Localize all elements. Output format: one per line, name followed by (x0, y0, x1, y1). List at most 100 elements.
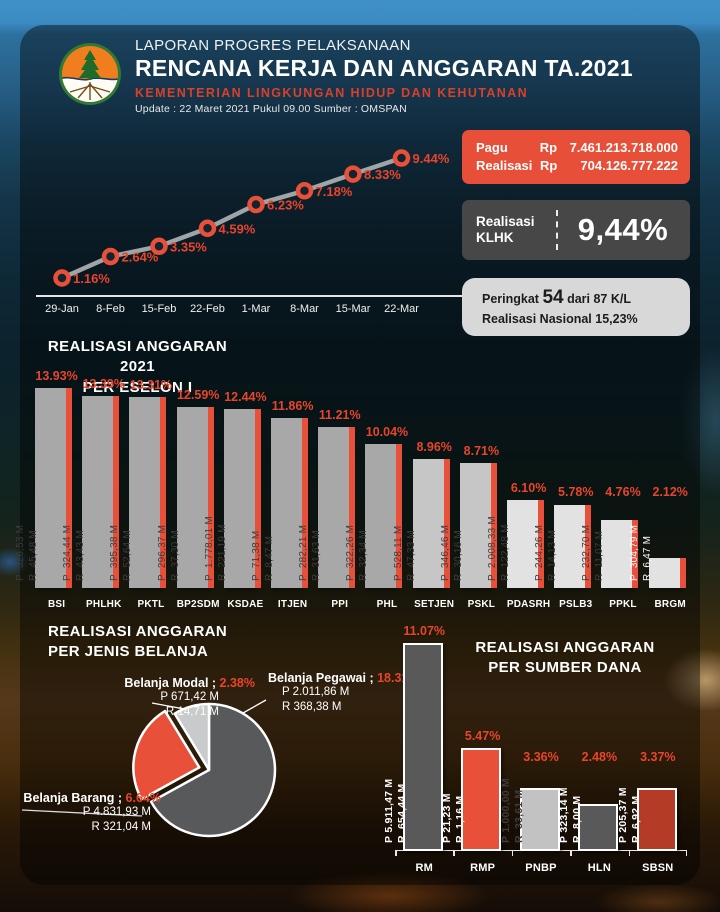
sumber-axis-tick (395, 851, 397, 856)
peringkat-box: Peringkat 54 dari 87 K/L Realisasi Nasio… (462, 278, 690, 336)
eselon-bar-values: P 282,21 M R 31,63 M (298, 524, 322, 581)
eselon-cat-PDASRH: PDASRH (506, 599, 551, 610)
eselon-pct-PHL: 10.04% (365, 424, 409, 439)
eselon-bar-stripe (113, 395, 120, 588)
eselon-pct-PDASRH: 6.10% (510, 481, 547, 496)
sumber-cat-RM: RM (415, 862, 433, 874)
pagu-value: 7.461.213.718.000 (569, 140, 678, 155)
eselon-bar-values: P 395,38 M R 52,64 M (109, 524, 133, 581)
sumber-bar-values: P 1.000,00 M R 33,61 M (499, 778, 525, 843)
eselon-bar-stripe (632, 519, 639, 588)
trend-point (53, 269, 71, 287)
realisasi-currency: Rp (540, 158, 558, 173)
realisasi-row: Realisasi Rp 704.126.777.222 (476, 157, 678, 175)
eselon-bar-SETJEN (412, 459, 444, 588)
eselon-column-KSDAE: P 1.778,01 M R 221,19 M 12.44% KSDAE (204, 350, 269, 612)
eselon-cat-PHLHK: PHLHK (86, 599, 122, 610)
eselon-bar-stripe (585, 505, 592, 588)
eselon-bar-values: P 322,26 M R 32,34 M (345, 524, 369, 581)
eselon-bar-values: P 71,38 M R 8,47 M (251, 530, 275, 581)
eselon-bar-BSI (35, 387, 66, 588)
trend-date-label: 15-Feb (142, 303, 177, 315)
sumber-column-HLN: P 323,14 M R 8,00 M 2.48% HLN (558, 630, 628, 880)
sumber-cat-SBSN: SBSN (642, 862, 674, 874)
eselon-bar-PPKL (601, 519, 633, 588)
eselon-bar-stripe (490, 462, 497, 588)
sumber-cat-PNBP: PNBP (525, 862, 557, 874)
sumber-bar-HLN (578, 804, 619, 851)
eselon-bar-stripe (302, 417, 308, 588)
eselon-bar-values: P 1.778,01 M R 221,19 M (203, 516, 228, 581)
trend-point (295, 182, 314, 200)
trend-point-label: 8.33% (364, 167, 401, 182)
eselon-bar-stripe (679, 557, 686, 588)
realisasi-klhk-percent: 9,44% (577, 212, 669, 247)
realisasi-klhk-label: Realisasi KLHK (476, 213, 535, 245)
jenis-belanja-title: REALISASI ANGGARAN PER JENIS BELANJA (48, 623, 228, 661)
sumber-pct-RM: 11.07% (403, 623, 446, 638)
eselon-bar-values: P 2.008,33 M R 122,48 M (487, 516, 511, 581)
realisasi-nasional-line: Realisasi Nasional 15,23% (482, 312, 638, 326)
eselon-cat-BRGM: BRGM (654, 599, 686, 610)
eselon-bar-values: P 324,44 M R 43,43 M (62, 524, 86, 581)
pagu-realisasi-box: Pagu Rp 7.461.213.718.000 Realisasi Rp 7… (462, 130, 690, 184)
sumber-axis-tick (628, 851, 631, 856)
eselon-bar-values: P 296,37 M R 37,30 M (156, 524, 181, 581)
eselon-bar-values: P 232,70 M R 11,07 M (581, 524, 605, 581)
eselon-bar-stripe (207, 407, 214, 588)
pie-slice-belanja-barang (132, 709, 201, 801)
eselon-pct-PSKL: 8.71% (463, 443, 500, 458)
sumber-pct-PNBP: 3.36% (523, 750, 559, 764)
eselon-cat-BP2SDM: BP2SDM (176, 599, 220, 610)
sumber-axis-tick (453, 851, 455, 856)
eselon-bar-chart: P 326,53 M R 45,48 M 13.93% BSI P 324,44 M … (15, 350, 695, 612)
eselon-pct-PPI: 11.21% (318, 408, 361, 423)
belanja-modal-label: Belanja Modal ; 2.38% P 671,42 M R 14,71… (124, 676, 255, 718)
sumber-dana-bar-chart: P 5.911,47 M R 654,44 M 11.07% RM P 21,23 M… (383, 624, 687, 880)
eselon-pct-BP2SDM: 12.59% (176, 388, 220, 403)
eselon-cat-PKTL: PKTL (137, 599, 165, 610)
eselon-pct-PPKL: 4.76% (605, 485, 641, 499)
trend-point-label: 4.59% (219, 221, 256, 236)
eselon-pct-PSLB3: 5.78% (558, 485, 594, 499)
eselon-pct-SETJEN: 8.96% (416, 440, 452, 455)
eselon-bar-stripe (396, 443, 403, 588)
trend-date-label: 1-Mar (242, 303, 271, 315)
eselon-cat-PPI: PPI (331, 599, 349, 610)
sumber-bar-values: P 21,23 M R 1,16 M (441, 793, 467, 843)
eselon-pct-BRGM: 2.12% (652, 485, 688, 499)
eselon-bar-values: P 244,26 M R 14,13 M (534, 524, 558, 581)
trend-point (198, 219, 217, 238)
sumber-column-RM: P 5.911,47 M R 654,44 M 11.07% RM (383, 624, 453, 880)
eselon-bar-values: P 326,53 M R 45,48 M (15, 524, 39, 581)
eselon-column-PDASRH: P 2.008,33 M R 122,48 M 6.10% PDASRH (487, 350, 552, 612)
pie-slice-belanja-modal (173, 702, 211, 772)
trend-point-label: 1.16% (73, 271, 110, 286)
trend-point (392, 149, 411, 167)
eselon-bar-PSLB3 (554, 505, 586, 588)
trend-point (150, 237, 168, 256)
sumber-axis-tick (570, 851, 572, 856)
klhk-logo-icon (59, 43, 121, 105)
eselon-cat-PPKL: PPKL (609, 599, 637, 610)
trend-point-label: 9.44% (413, 151, 450, 166)
sumber-axis-tick (511, 851, 514, 856)
belanja-modal-percent: 2.38% (219, 676, 255, 690)
eselon-pct-PHLHK: 13.39% (82, 376, 125, 391)
dashed-divider (556, 210, 558, 250)
eselon-bar-stripe (443, 459, 450, 588)
trend-point-label: 3.35% (170, 239, 207, 254)
trend-date-label: 22-Mar (384, 303, 419, 315)
eselon-bar-stripe (538, 500, 544, 588)
eselon-bar-PKTL (129, 396, 161, 588)
eselon-pct-KSDAE: 12.44% (224, 390, 267, 405)
trend-point (101, 247, 120, 266)
eselon-column-PPKL: P 232,70 M R 11,07 M 4.76% PPKL (581, 350, 646, 612)
pagu-currency: Rp (539, 140, 558, 155)
sumber-pct-RMP: 5.47% (464, 729, 501, 744)
trend-date-label: 29-Jan (45, 303, 79, 315)
eselon-column-PSLB3: P 244,26 M R 14,13 M 5.78% PSLB3 (534, 350, 599, 612)
eselon-column-PKTL: P 395,38 M R 52,64 M 13.31% PKTL (109, 350, 174, 612)
eselon-cat-KSDAE: KSDAE (227, 599, 264, 610)
